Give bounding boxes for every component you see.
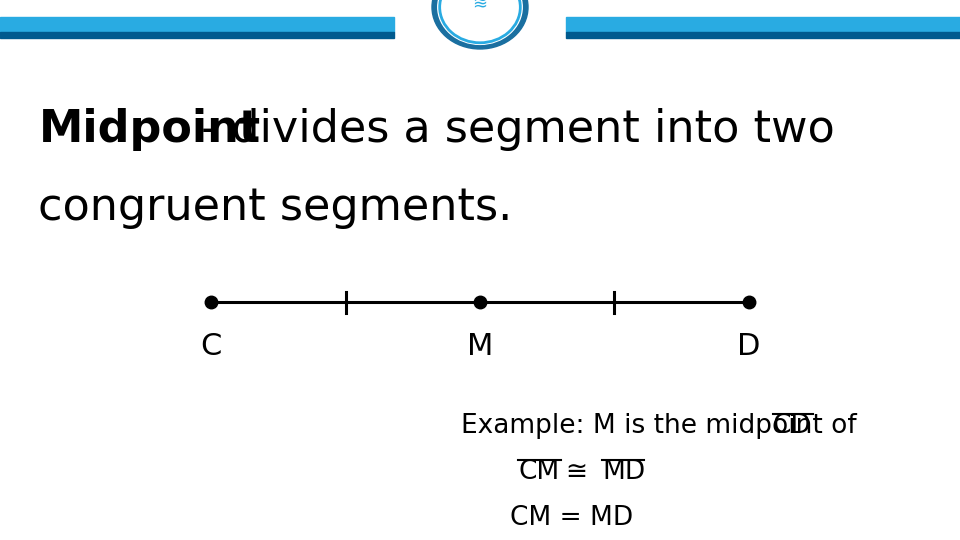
Text: M: M [467,332,493,361]
Text: C: C [201,332,222,361]
Text: CD: CD [773,413,811,439]
Bar [566,17,960,32]
Ellipse shape [438,0,522,44]
Text: D: D [737,332,760,361]
Text: Example: M is the midpoint of: Example: M is the midpoint of [461,413,865,439]
Text: Midpoint: Midpoint [38,108,260,151]
Text: - divides a segment into two: - divides a segment into two [187,108,835,151]
Ellipse shape [432,0,528,49]
Bar [0,32,394,38]
Text: CM = MD: CM = MD [510,505,633,531]
Ellipse shape [444,0,516,39]
Bar [0,17,394,32]
Text: ≋: ≋ [472,0,488,14]
Bar [566,32,960,38]
Text: ≅: ≅ [565,459,588,485]
Text: congruent segments.: congruent segments. [38,186,513,230]
Text: MD: MD [602,459,645,485]
Text: CM: CM [518,459,560,485]
